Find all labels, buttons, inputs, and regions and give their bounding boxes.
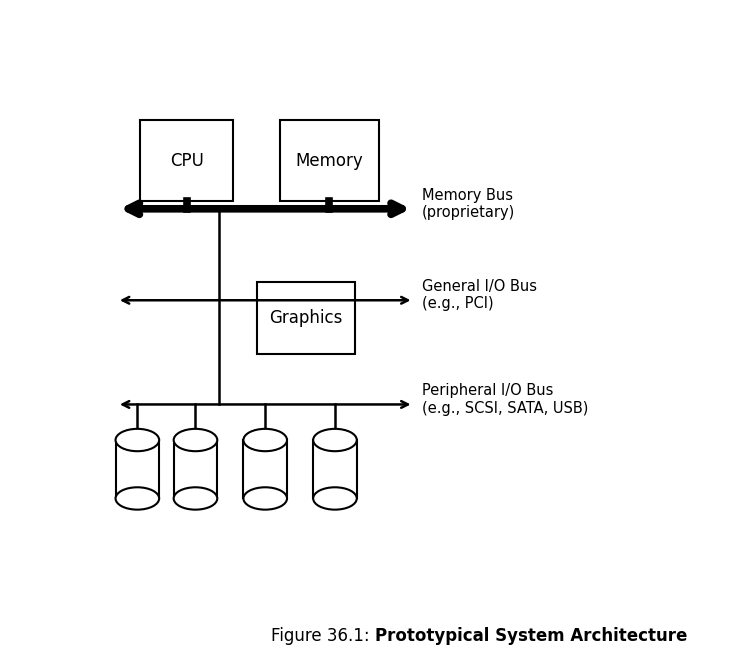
Text: Prototypical System Architecture: Prototypical System Architecture	[375, 628, 687, 645]
Text: CPU: CPU	[170, 152, 204, 170]
Ellipse shape	[116, 429, 159, 451]
Text: Memory Bus
(proprietary): Memory Bus (proprietary)	[422, 187, 515, 220]
Text: General I/O Bus
(e.g., PCI): General I/O Bus (e.g., PCI)	[422, 279, 537, 312]
Bar	[314, 440, 357, 498]
Text: Figure 36.1:: Figure 36.1:	[272, 628, 375, 645]
Ellipse shape	[314, 487, 357, 510]
Ellipse shape	[244, 429, 287, 451]
Bar	[140, 120, 233, 201]
Text: Memory: Memory	[296, 152, 363, 170]
Text: Graphics: Graphics	[269, 309, 343, 327]
Bar	[174, 440, 217, 498]
Ellipse shape	[244, 487, 287, 510]
Bar	[256, 282, 355, 354]
Ellipse shape	[314, 429, 357, 451]
Bar	[280, 120, 379, 201]
Ellipse shape	[174, 487, 217, 510]
Text: Peripheral I/O Bus
(e.g., SCSI, SATA, USB): Peripheral I/O Bus (e.g., SCSI, SATA, US…	[422, 383, 589, 416]
Bar	[244, 440, 287, 498]
Ellipse shape	[174, 429, 217, 451]
Bar	[116, 440, 159, 498]
Ellipse shape	[116, 487, 159, 510]
